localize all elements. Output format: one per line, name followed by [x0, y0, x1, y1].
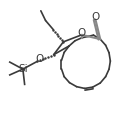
Text: O: O	[91, 12, 100, 22]
Text: Si: Si	[18, 64, 28, 74]
Text: O: O	[35, 54, 43, 64]
Text: O: O	[77, 28, 85, 38]
